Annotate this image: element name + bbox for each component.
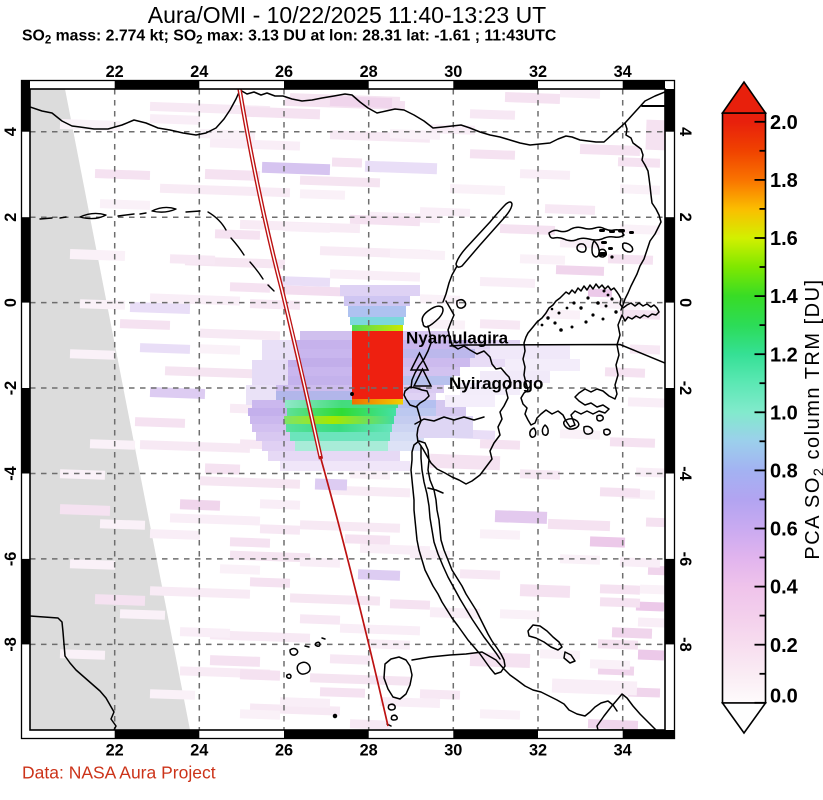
svg-text:Data: NASA Aura Project: Data: NASA Aura Project: [22, 763, 216, 783]
svg-text:2: 2: [2, 213, 20, 222]
svg-text:-2: -2: [2, 381, 20, 395]
svg-text:0.0: 0.0: [770, 686, 798, 708]
svg-text:2.0: 2.0: [770, 112, 798, 134]
svg-text:1.2: 1.2: [770, 344, 798, 366]
svg-text:4: 4: [2, 127, 20, 136]
svg-text:0.4: 0.4: [770, 577, 799, 599]
svg-text:32: 32: [529, 742, 547, 760]
svg-text:SO2 mass: 2.774 kt; SO2 max: 3: SO2 mass: 2.774 kt; SO2 max: 3.13 DU at …: [22, 28, 556, 47]
svg-text:Aura/OMI - 10/22/2025 11:40-13: Aura/OMI - 10/22/2025 11:40-13:23 UT: [148, 2, 546, 28]
svg-text:1.8: 1.8: [770, 170, 798, 192]
svg-text:-2: -2: [676, 381, 694, 395]
svg-text:24: 24: [190, 742, 208, 760]
svg-text:34: 34: [614, 63, 632, 81]
svg-text:32: 32: [529, 63, 547, 81]
svg-text:0.8: 0.8: [770, 461, 798, 483]
svg-text:4: 4: [676, 127, 694, 136]
svg-text:-6: -6: [676, 552, 694, 566]
svg-text:Nyamulagira: Nyamulagira: [406, 329, 509, 348]
svg-text:34: 34: [614, 742, 632, 760]
svg-text:1.6: 1.6: [770, 228, 798, 250]
svg-text:Nyiragongo: Nyiragongo: [449, 374, 543, 393]
svg-text:0.6: 0.6: [770, 519, 798, 541]
svg-text:26: 26: [275, 63, 293, 81]
svg-text:22: 22: [106, 742, 124, 760]
svg-text:30: 30: [444, 63, 462, 81]
svg-text:0: 0: [676, 298, 694, 307]
svg-text:2: 2: [676, 213, 694, 222]
svg-text:22: 22: [106, 63, 124, 81]
svg-text:-6: -6: [2, 552, 20, 566]
svg-text:1.4: 1.4: [770, 286, 799, 308]
svg-text:0: 0: [2, 298, 20, 307]
svg-text:30: 30: [444, 742, 462, 760]
svg-text:0.2: 0.2: [770, 635, 798, 657]
svg-text:-4: -4: [2, 466, 20, 480]
svg-text:-8: -8: [2, 637, 20, 651]
svg-text:28: 28: [360, 742, 378, 760]
svg-text:26: 26: [275, 742, 293, 760]
svg-text:-8: -8: [676, 637, 694, 651]
svg-text:-4: -4: [676, 466, 694, 480]
svg-text:28: 28: [360, 63, 378, 81]
svg-text:PCA SO2 column TRM [DU]: PCA SO2 column TRM [DU]: [802, 278, 823, 559]
svg-text:24: 24: [190, 63, 208, 81]
svg-text:1.0: 1.0: [770, 402, 798, 424]
